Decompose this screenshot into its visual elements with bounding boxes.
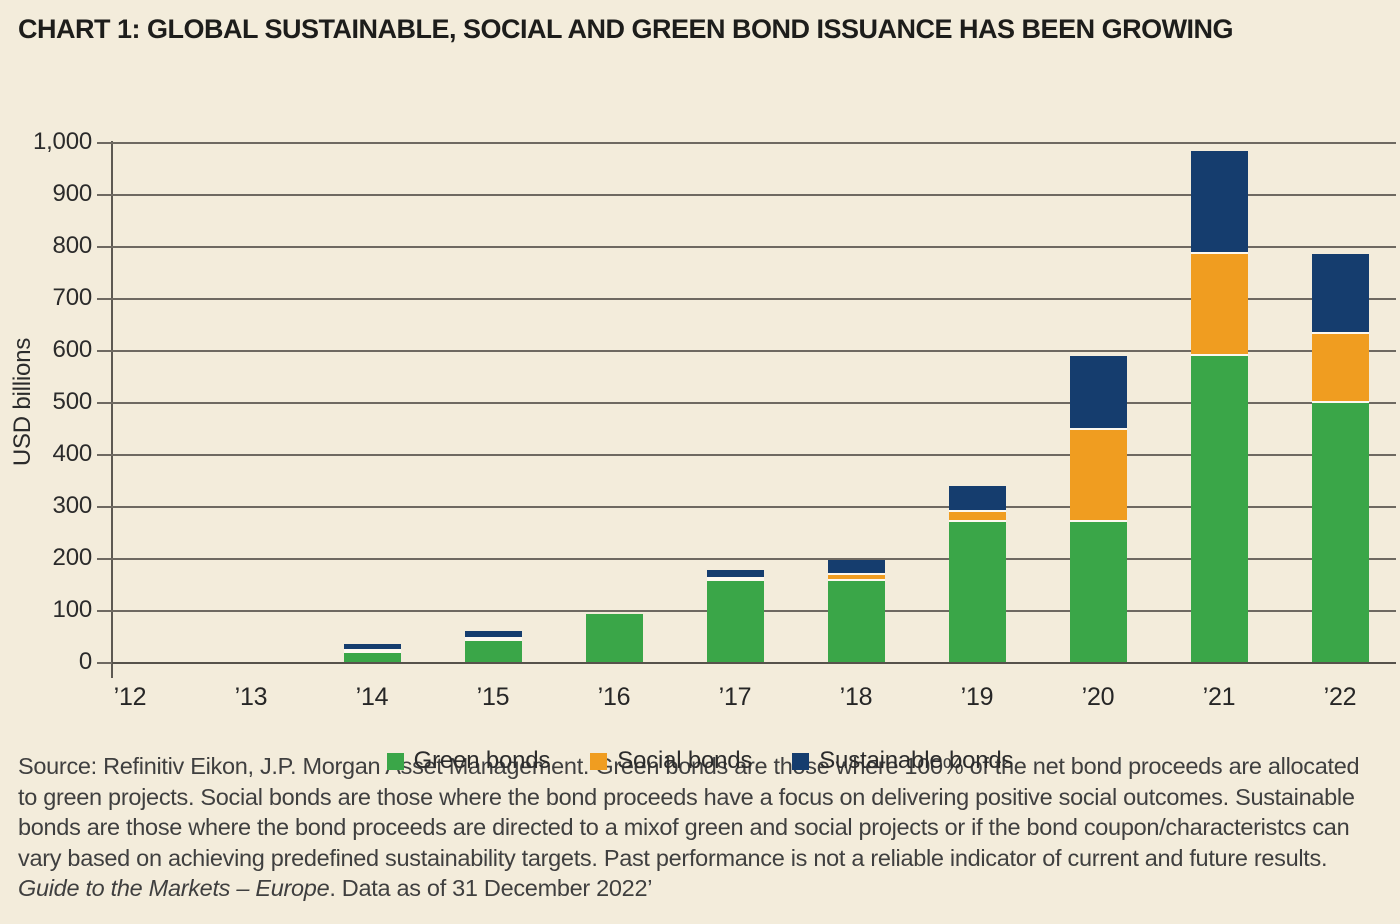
bar-segment-social-bonds--22 — [1311, 333, 1369, 404]
gridline — [112, 142, 1396, 144]
chart-area: USD billions Green bonds Social bonds Sust… — [0, 45, 1400, 774]
x-tick-label: ’16 — [597, 683, 631, 711]
y-tick — [97, 350, 112, 352]
bar-segment-green-bonds--20 — [1069, 521, 1127, 662]
legend-item-sustainable-bonds: Sustainable bonds — [792, 747, 1014, 775]
y-tick — [97, 142, 112, 144]
bar-segment-green-bonds--21 — [1190, 356, 1248, 662]
bar-segment-social-bonds--20 — [1069, 429, 1127, 522]
bar-segment-sustainable-bonds--22 — [1311, 253, 1369, 334]
y-tick — [97, 298, 112, 300]
bar-segment-sustainable-bonds--19 — [948, 486, 1006, 513]
legend-item-green-bonds: Green bonds — [386, 747, 551, 775]
bar-segment-sustainable-bonds--18 — [827, 559, 885, 576]
source-text: Source: Refinitiv Eikon, J.P. Morgan Ass… — [18, 753, 1360, 871]
gridline — [112, 298, 1396, 300]
y-tick-label: 600 — [52, 336, 93, 363]
x-tick-label: ’19 — [960, 683, 994, 711]
x-tick-label: ’18 — [839, 683, 873, 711]
bar-segment-sustainable-bonds--21 — [1190, 150, 1248, 255]
bar-segment-green-bonds--17 — [706, 581, 764, 662]
y-tick — [97, 246, 112, 248]
y-tick — [97, 558, 112, 560]
x-tick-label: ’15 — [476, 683, 510, 711]
bar-segment-green-bonds--15 — [464, 640, 522, 662]
y-tick-label: 300 — [52, 492, 93, 519]
x-tick-label: ’22 — [1323, 683, 1357, 711]
gridline — [112, 402, 1396, 404]
x-tick-label: ’12 — [113, 683, 147, 711]
legend-label: Social bonds — [617, 747, 753, 774]
bar-segment-social-bonds--15 — [464, 638, 522, 641]
bar-segment-social-bonds--14 — [343, 650, 401, 653]
y-tick-label: 800 — [52, 232, 93, 259]
gridline — [112, 246, 1396, 248]
bar-segment-green-bonds--22 — [1311, 403, 1369, 662]
y-tick-label: 100 — [52, 596, 93, 623]
y-axis-line — [111, 141, 113, 678]
x-tick-label: ’20 — [1081, 683, 1115, 711]
bar-segment-green-bonds--16 — [585, 613, 643, 662]
gridline — [112, 558, 1396, 560]
bar-segment-green-bonds--14 — [343, 651, 401, 662]
y-tick-label: 700 — [52, 284, 93, 311]
chart-title: CHART 1: GLOBAL SUSTAINABLE, SOCIAL AND … — [18, 14, 1234, 44]
legend-label: Green bonds — [413, 747, 551, 774]
x-tick-label: ’21 — [1202, 683, 1236, 711]
source-note: Source: Refinitiv Eikon, J.P. Morgan Ass… — [0, 745, 1396, 904]
bar-segment-social-bonds--17 — [706, 579, 764, 582]
x-tick-label: ’17 — [718, 683, 752, 711]
legend-label: Sustainable bonds — [819, 747, 1014, 774]
x-axis-line — [112, 662, 1396, 664]
gridline — [112, 454, 1396, 456]
y-tick-label: 400 — [52, 440, 93, 467]
bar-segment-green-bonds--19 — [948, 521, 1006, 662]
y-tick — [97, 662, 112, 664]
x-tick-label: ’14 — [355, 683, 389, 711]
y-tick-label: 200 — [52, 544, 93, 571]
y-tick — [97, 454, 112, 456]
y-tick-label: 900 — [52, 180, 93, 207]
legend-swatch-green-bonds — [386, 752, 404, 770]
bar-segment-social-bonds--21 — [1190, 254, 1248, 357]
gridline — [112, 350, 1396, 352]
gridline — [112, 506, 1396, 508]
bar-segment-social-bonds--18 — [827, 575, 885, 582]
bar-segment-sustainable-bonds--17 — [706, 569, 764, 580]
y-tick — [97, 610, 112, 612]
bar-segment-social-bonds--19 — [948, 512, 1006, 522]
y-tick-label: 500 — [52, 388, 93, 415]
y-tick — [97, 402, 112, 404]
bar-segment-sustainable-bonds--20 — [1069, 355, 1127, 430]
legend-swatch-sustainable-bonds — [792, 752, 810, 770]
legend-item-social-bonds: Social bonds — [590, 747, 752, 775]
y-tick — [97, 194, 112, 196]
publication-name: Guide to the Markets – Europe — [18, 875, 330, 901]
legend-swatch-social-bonds — [590, 752, 608, 770]
legend: Green bonds Social bonds Sustainable bonds — [0, 747, 1400, 775]
source-text-end: . Data as of 31 December 2022’ — [329, 875, 653, 901]
bar-segment-green-bonds--18 — [827, 581, 885, 662]
y-tick-label: 0 — [78, 648, 92, 675]
bar-segment-sustainable-bonds--15 — [464, 630, 522, 639]
gridline — [112, 194, 1396, 196]
x-tick-label: ’13 — [234, 683, 268, 711]
y-tick-label: 1,000 — [32, 128, 92, 155]
y-tick — [97, 506, 112, 508]
bar-segment-sustainable-bonds--14 — [343, 644, 401, 651]
